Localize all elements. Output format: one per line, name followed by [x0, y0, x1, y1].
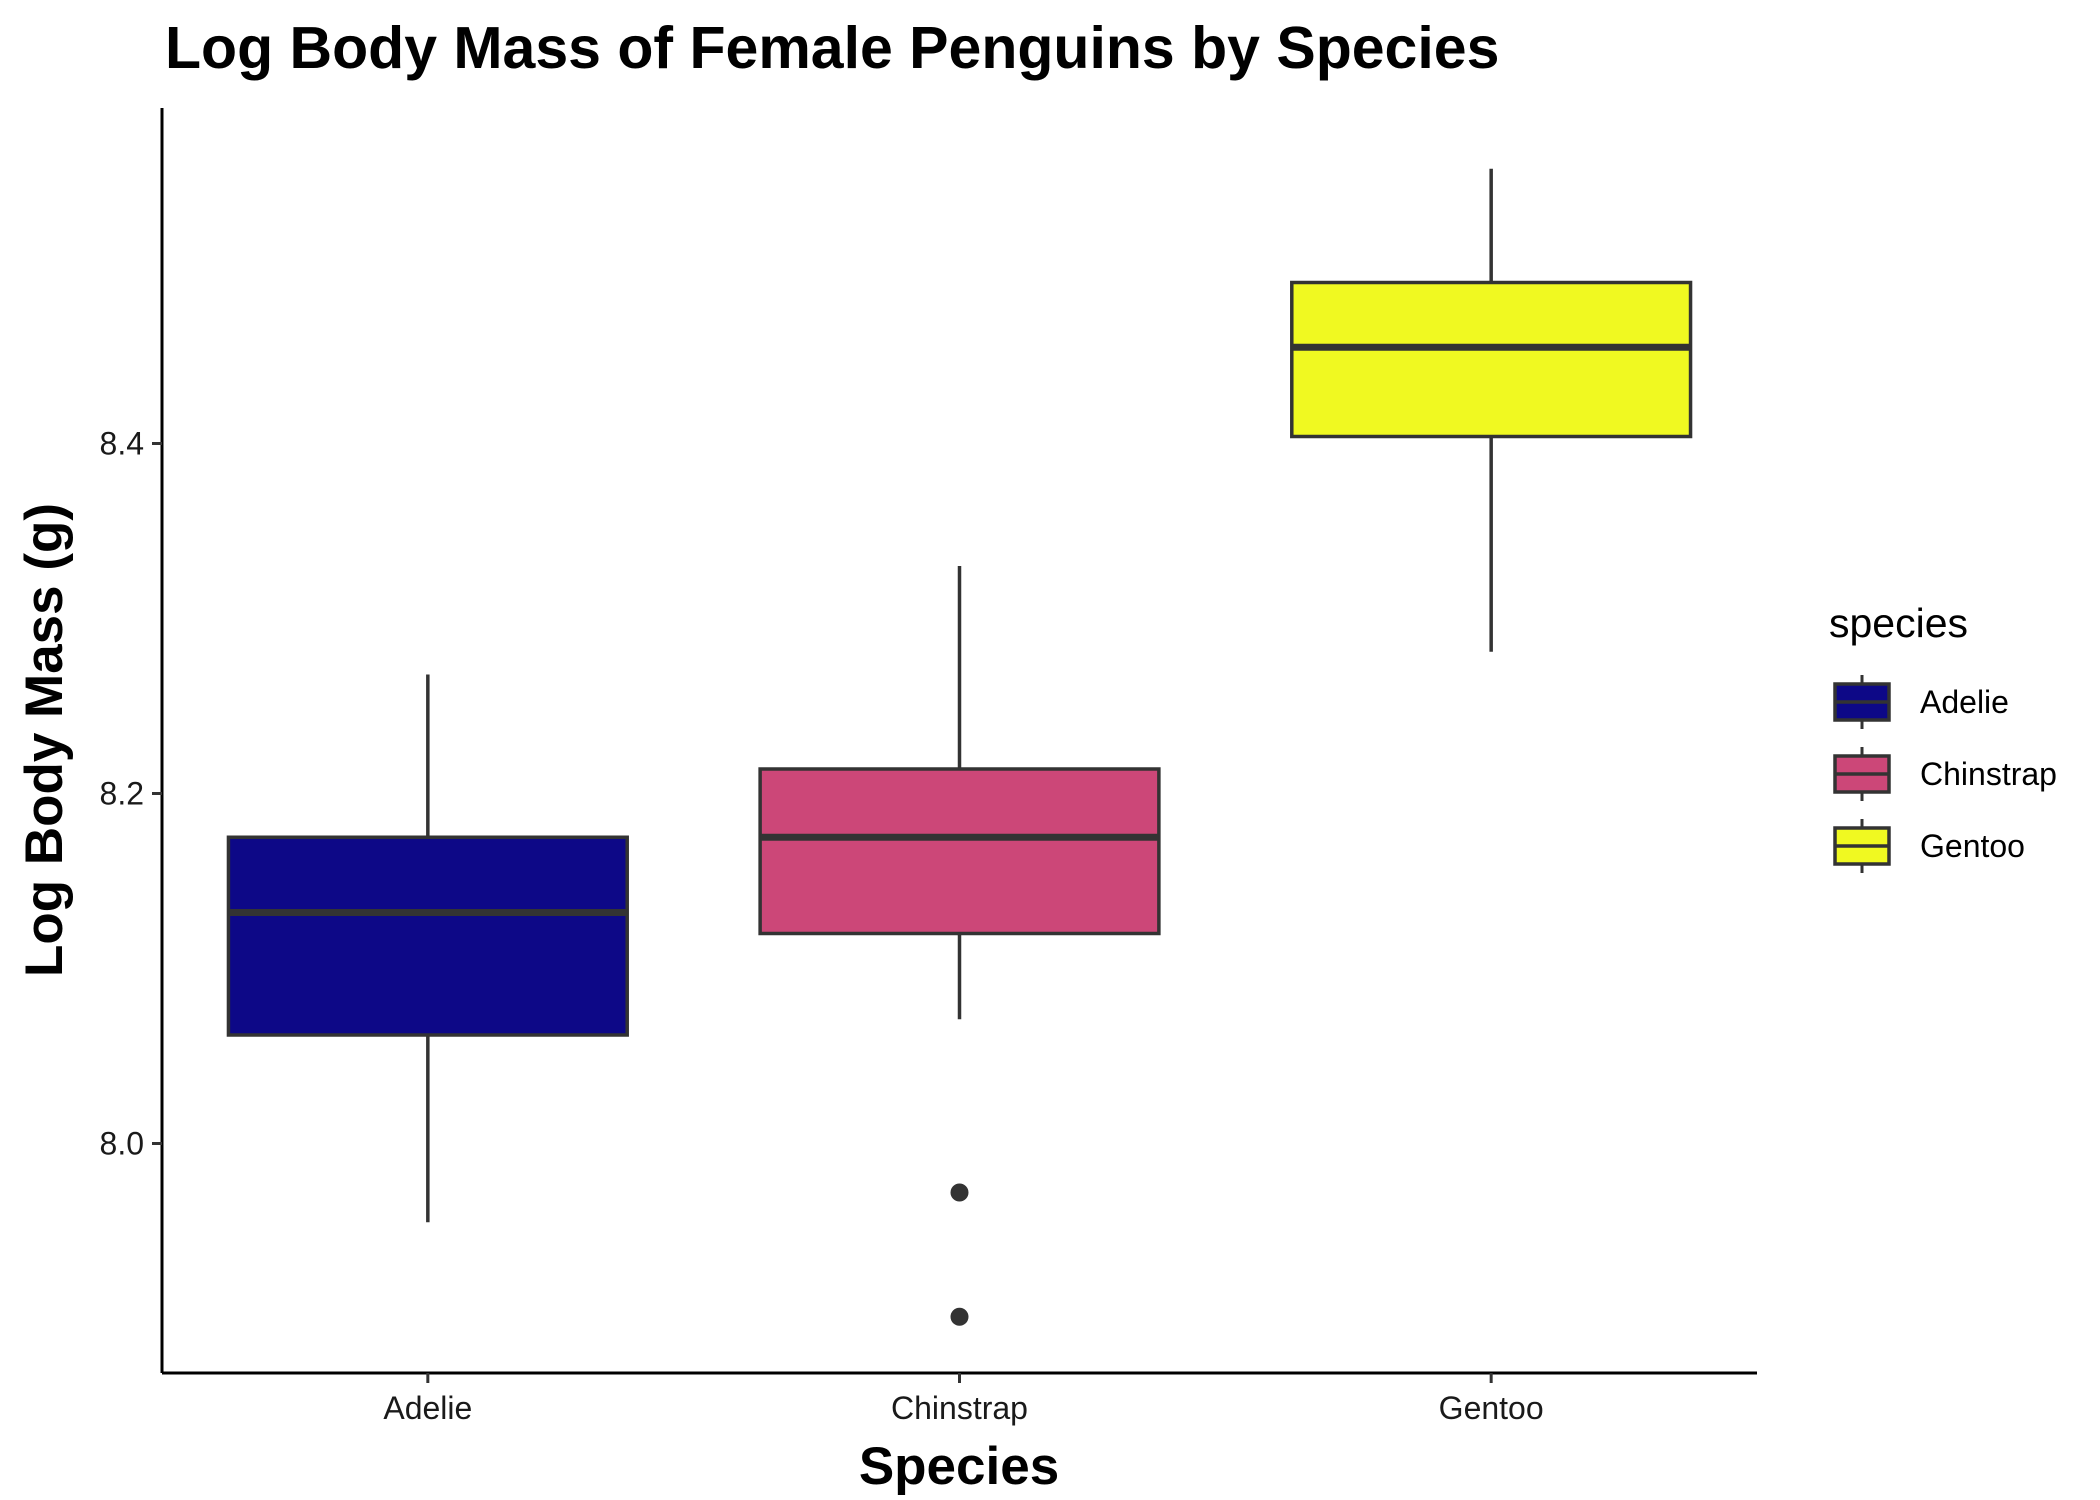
plot-area: [226, 168, 1693, 1326]
box-gentoo: [1290, 168, 1693, 652]
x-tick-label: Chinstrap: [891, 1390, 1028, 1426]
legend-item-chinstrap: Chinstrap: [1833, 747, 2057, 801]
y-tick-label: 8.0: [100, 1126, 144, 1162]
chart-title: Log Body Mass of Female Penguins by Spec…: [165, 15, 1499, 81]
legend-label: Gentoo: [1920, 828, 2025, 864]
legend: species Adelie Chinstrap Gentoo: [1829, 600, 2057, 873]
legend-item-gentoo: Gentoo: [1833, 819, 2025, 873]
x-tick-label: Gentoo: [1439, 1390, 1544, 1426]
x-tick-label: Adelie: [383, 1390, 472, 1426]
legend-title: species: [1829, 600, 1968, 646]
iqr-box: [1290, 280, 1693, 439]
y-ticks: 8.0 8.2 8.4: [100, 426, 162, 1162]
legend-label: Chinstrap: [1920, 756, 2057, 792]
outlier-point: [950, 1183, 969, 1202]
iqr-box: [758, 767, 1161, 936]
legend-item-adelie: Adelie: [1833, 675, 2009, 729]
y-axis-title: Log Body Mass (g): [15, 503, 74, 977]
box-adelie: [226, 674, 629, 1223]
x-axis-title: Species: [859, 1437, 1059, 1496]
y-tick-label: 8.4: [100, 426, 144, 462]
y-tick-label: 8.2: [100, 776, 144, 812]
box-chinstrap: [758, 566, 1161, 1326]
legend-label: Adelie: [1920, 684, 2009, 720]
outlier-point: [950, 1307, 969, 1326]
x-ticks: Adelie Chinstrap Gentoo: [383, 1373, 1544, 1426]
iqr-box: [226, 835, 629, 1037]
